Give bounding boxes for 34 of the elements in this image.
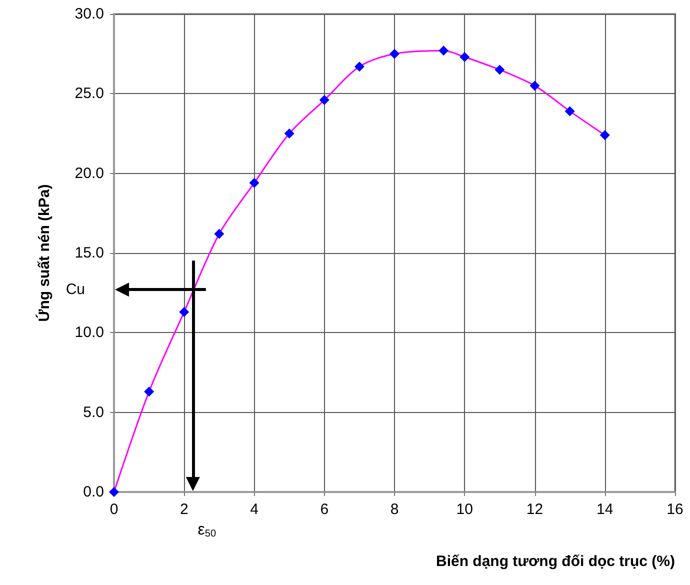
- y-tick-label: 0.0: [83, 484, 104, 500]
- point: [600, 130, 610, 140]
- x-tick-label: 0: [110, 501, 118, 518]
- point: [530, 80, 540, 91]
- x-tick-label: 12: [526, 501, 544, 518]
- point: [319, 95, 330, 106]
- point: [144, 386, 154, 397]
- y-axis-title: Ứng suất nén (kPa): [35, 184, 53, 322]
- point: [284, 128, 294, 138]
- point: [390, 48, 400, 59]
- point: [214, 228, 224, 239]
- point: [460, 52, 470, 62]
- y-tick-label: 25.0: [74, 85, 104, 102]
- y-tick-label: 30.0: [74, 6, 104, 22]
- ref-line-label: Cu: [66, 281, 85, 298]
- y-tick-label: 5.0: [83, 404, 104, 421]
- x-tick-label: 2: [180, 501, 188, 518]
- x-tick-label: 6: [320, 501, 329, 518]
- point: [179, 306, 190, 317]
- y-tick-label: 20.0: [74, 164, 104, 182]
- x-tick-label: 4: [250, 501, 258, 518]
- point: [249, 178, 260, 188]
- point: [438, 46, 449, 56]
- x-tick-label: 8: [390, 501, 399, 518]
- y-tick-label: 15.0: [74, 244, 104, 262]
- point: [564, 106, 575, 116]
- point: [109, 487, 119, 497]
- x-axis-title: Biến dạng tương đối dọc trục (%): [436, 553, 675, 570]
- point: [354, 62, 364, 72]
- x-tick-label: 14: [596, 501, 614, 518]
- y-tick-label: 10.0: [74, 324, 104, 342]
- point: [494, 64, 505, 75]
- x-tick-label: 16: [666, 501, 684, 518]
- x-tick-label: 10: [456, 501, 473, 518]
